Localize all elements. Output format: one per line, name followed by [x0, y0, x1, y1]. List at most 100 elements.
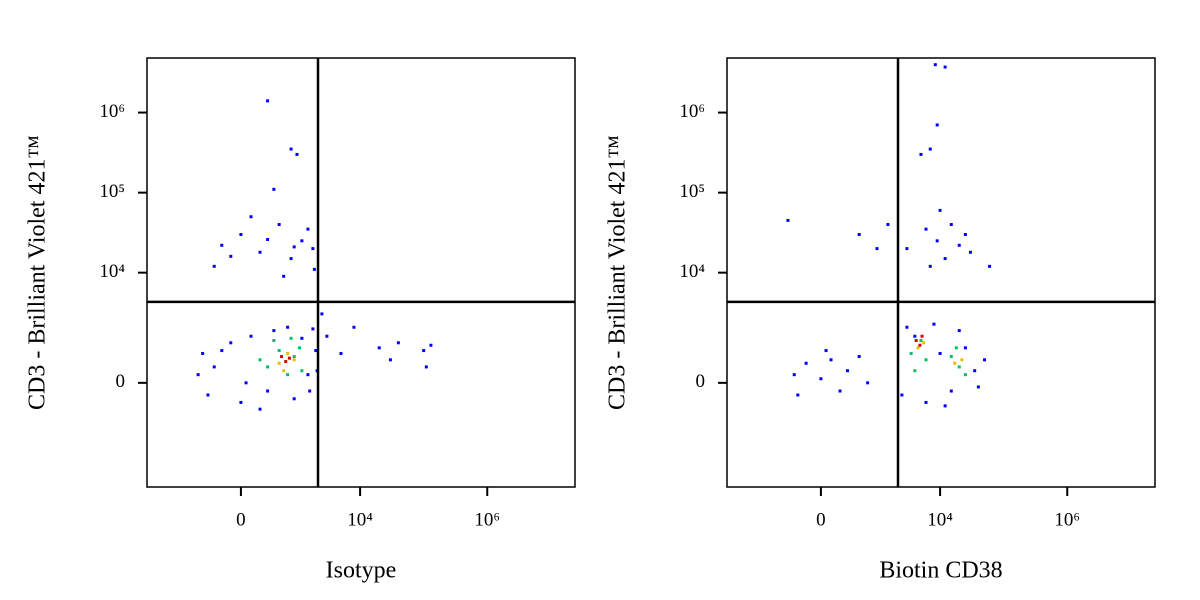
event-dot: [935, 239, 939, 243]
event-dot: [289, 336, 293, 340]
y-tick-label: 10⁴: [99, 261, 125, 282]
x-tick-label: 10⁶: [474, 509, 500, 530]
event-dot: [933, 63, 937, 67]
event-dot: [300, 239, 304, 243]
event-dot: [960, 358, 964, 362]
event-dot: [277, 223, 281, 227]
event-dot: [886, 223, 890, 227]
event-dot: [938, 208, 942, 212]
y-axis-label: CD3 - Brilliant Violet 421™: [605, 135, 631, 410]
y-tick-label: 10⁶: [99, 101, 125, 122]
y-tick-label: 10⁶: [679, 101, 705, 122]
y-tick-label: 10⁴: [679, 261, 705, 282]
event-dot: [320, 312, 324, 316]
event-dot: [292, 355, 296, 359]
event-dot: [954, 346, 958, 350]
event-dot: [388, 358, 392, 362]
event-dot: [266, 365, 270, 369]
event-dot: [287, 356, 291, 360]
event-dot: [286, 351, 290, 355]
event-dot: [314, 349, 318, 353]
x-axis-label: Isotype: [326, 558, 397, 584]
event-dot: [957, 365, 961, 369]
x-tick-label: 10⁴: [347, 509, 373, 530]
event-dot: [786, 218, 790, 222]
event-dot: [796, 393, 800, 397]
event-dot: [919, 338, 923, 342]
event-dot: [308, 389, 312, 393]
event-dot: [900, 393, 904, 397]
event-dot: [249, 215, 253, 219]
event-dot: [429, 343, 433, 347]
event-dot: [239, 233, 243, 237]
event-dot: [824, 349, 828, 353]
event-dot: [918, 343, 922, 347]
event-dot: [272, 338, 276, 342]
event-dot: [292, 245, 296, 249]
event-dot: [212, 264, 216, 268]
event-dot: [920, 334, 924, 338]
event-dot: [943, 257, 947, 261]
event-dot: [229, 341, 233, 345]
event-dot: [913, 334, 917, 338]
event-dot: [973, 369, 977, 373]
event-dot: [272, 329, 276, 333]
plot-frame: [726, 57, 1156, 488]
event-dot: [913, 369, 917, 373]
event-dot: [857, 233, 861, 237]
event-dot: [266, 389, 270, 393]
event-dot: [943, 404, 947, 408]
y-axis-label: CD3 - Brilliant Violet 421™: [25, 135, 51, 410]
event-dot: [312, 267, 316, 271]
event-dot: [292, 358, 296, 362]
event-dot: [932, 322, 936, 326]
event-dot: [804, 361, 808, 365]
event-dot: [935, 123, 939, 127]
event-dot: [306, 227, 310, 231]
event-dot: [943, 65, 947, 69]
event-dot: [300, 369, 304, 373]
event-dot: [272, 187, 276, 191]
event-dot: [249, 334, 253, 338]
x-tick-label: 0: [816, 509, 826, 530]
x-axis-label: Biotin CD38: [879, 558, 1002, 584]
event-dot: [266, 237, 270, 241]
event-dot: [924, 227, 928, 231]
event-dot: [258, 250, 262, 254]
event-dot: [266, 99, 270, 103]
event-dot: [277, 361, 281, 365]
event-dot: [922, 341, 926, 345]
event-dot: [201, 351, 205, 355]
event-dot: [949, 389, 953, 393]
event-dot: [220, 243, 224, 247]
event-dot: [949, 355, 953, 359]
event-dot: [928, 264, 932, 268]
event-dot: [957, 243, 961, 247]
event-dot: [311, 247, 315, 251]
event-dot: [983, 358, 987, 362]
x-tick-label: 10⁶: [1054, 509, 1080, 530]
event-dot: [286, 373, 290, 377]
y-tick-label: 10⁵: [99, 181, 125, 202]
event-dot: [914, 338, 918, 342]
event-dot: [300, 336, 304, 340]
event-dot: [819, 377, 823, 381]
event-dot: [988, 264, 992, 268]
event-dot: [857, 355, 861, 359]
x-tick-label: 10⁴: [927, 509, 953, 530]
plot-frame: [146, 57, 576, 488]
event-dot: [229, 254, 233, 258]
event-dot: [206, 393, 210, 397]
event-dot: [924, 400, 928, 404]
event-dot: [286, 325, 290, 329]
event-dot: [306, 373, 310, 377]
event-dot: [284, 360, 288, 364]
event-dot: [196, 373, 200, 377]
event-dot: [292, 397, 296, 401]
event-dot: [244, 381, 248, 385]
event-dot: [905, 325, 909, 329]
event-dot: [875, 247, 879, 251]
event-dot: [277, 349, 281, 353]
event-dot: [963, 346, 967, 350]
event-dot: [239, 400, 243, 404]
